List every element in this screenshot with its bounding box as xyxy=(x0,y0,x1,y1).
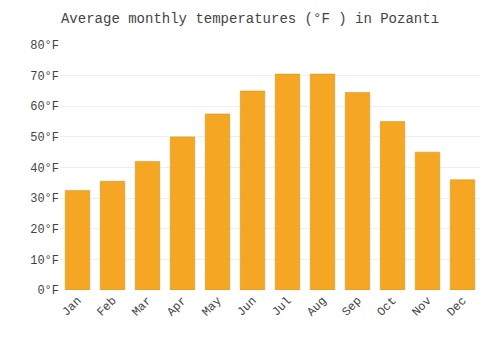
svg-text:Sep: Sep xyxy=(339,294,364,319)
svg-text:40°F: 40°F xyxy=(30,162,59,176)
svg-text:70°F: 70°F xyxy=(30,70,59,84)
svg-text:0°F: 0°F xyxy=(37,284,59,298)
svg-text:30°F: 30°F xyxy=(30,192,59,206)
svg-text:50°F: 50°F xyxy=(30,131,59,145)
svg-text:Feb: Feb xyxy=(94,294,119,319)
svg-text:Jan: Jan xyxy=(59,294,84,319)
svg-text:80°F: 80°F xyxy=(30,39,59,53)
svg-text:Jun: Jun xyxy=(234,294,259,319)
svg-text:Nov: Nov xyxy=(409,294,434,319)
svg-text:60°F: 60°F xyxy=(30,100,59,114)
svg-text:Apr: Apr xyxy=(164,294,189,319)
svg-text:May: May xyxy=(199,294,224,319)
svg-text:20°F: 20°F xyxy=(30,223,59,237)
svg-text:10°F: 10°F xyxy=(30,254,59,268)
svg-text:Oct: Oct xyxy=(374,294,399,319)
svg-text:Jul: Jul xyxy=(269,294,294,319)
svg-text:Dec: Dec xyxy=(444,294,469,319)
svg-text:Mar: Mar xyxy=(129,294,154,319)
svg-text:Average monthly temperatures (: Average monthly temperatures (°F ) in Po… xyxy=(61,11,439,27)
svg-text:Aug: Aug xyxy=(304,294,329,319)
